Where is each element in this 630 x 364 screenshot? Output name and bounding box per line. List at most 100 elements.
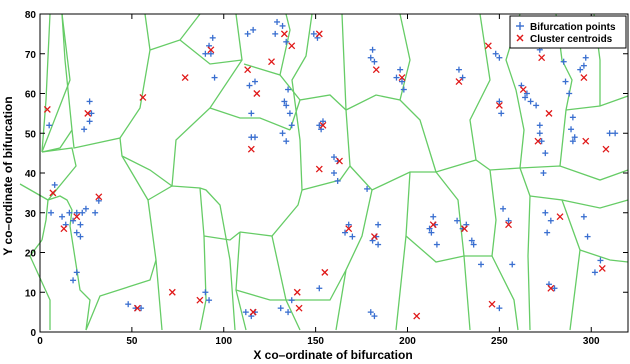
cluster-centroid bbox=[461, 225, 468, 233]
bifurcation-point bbox=[316, 122, 323, 129]
cluster-centroid bbox=[580, 74, 588, 82]
voronoi-edge bbox=[235, 289, 286, 301]
voronoi-edge bbox=[405, 235, 519, 331]
bifurcation-point bbox=[375, 241, 382, 248]
bifurcation-point bbox=[547, 217, 554, 224]
voronoi-edge bbox=[519, 167, 531, 331]
cluster-centroid bbox=[244, 66, 252, 74]
voronoi-edge bbox=[239, 13, 313, 237]
cluster-centroid bbox=[73, 213, 81, 221]
bifurcation-point bbox=[70, 277, 77, 284]
bifurcation-point bbox=[580, 213, 587, 220]
cluster-centroid bbox=[582, 137, 590, 145]
cluster-centroid bbox=[268, 58, 275, 66]
bifurcation-point bbox=[73, 229, 80, 236]
bifurcation-point bbox=[606, 130, 613, 137]
bifurcation-point bbox=[88, 110, 95, 117]
bifurcation-point bbox=[533, 102, 540, 109]
bifurcation-point bbox=[82, 205, 89, 212]
bifurcation-point bbox=[496, 54, 503, 61]
voronoi-edge bbox=[41, 129, 73, 153]
y-tick-label: 20 bbox=[25, 249, 37, 260]
bifurcation-point bbox=[70, 217, 77, 224]
bifurcation-point bbox=[428, 229, 435, 236]
bifurcation-point bbox=[612, 130, 619, 137]
x-tick-label: 200 bbox=[399, 336, 416, 347]
voronoi-edge bbox=[561, 199, 629, 209]
legend-marker-cluster-centroids bbox=[516, 34, 524, 42]
x-tick-label: 250 bbox=[491, 336, 508, 347]
bifurcation-point bbox=[207, 50, 214, 57]
bifurcation-point bbox=[316, 285, 323, 292]
bifurcation-point bbox=[251, 134, 258, 141]
bifurcation-point bbox=[51, 181, 58, 188]
voronoi-edge bbox=[286, 269, 347, 301]
voronoi-edge bbox=[41, 13, 71, 153]
bifurcation-point bbox=[319, 118, 326, 125]
bifurcation-point bbox=[500, 205, 507, 212]
bifurcation-point bbox=[206, 297, 213, 304]
bifurcation-point bbox=[369, 46, 376, 53]
bifurcation-point bbox=[272, 30, 279, 37]
bifurcation-point bbox=[48, 209, 55, 216]
bifurcation-point bbox=[79, 209, 86, 216]
bifurcation-point bbox=[285, 309, 292, 316]
bifurcation-point bbox=[527, 98, 534, 105]
cluster-centroid bbox=[455, 78, 463, 86]
voronoi-edge bbox=[199, 187, 207, 331]
bifurcation-point bbox=[523, 90, 530, 97]
y-tick-label: 70 bbox=[25, 50, 37, 61]
bifurcation-point bbox=[288, 297, 295, 304]
bifurcation-point bbox=[496, 98, 503, 105]
voronoi-edge bbox=[469, 13, 491, 161]
x-tick-label: 150 bbox=[307, 336, 324, 347]
cluster-centroid bbox=[598, 264, 606, 272]
y-axis-title: Y co–ordinate of bifurcation bbox=[1, 96, 15, 255]
voronoi-edge bbox=[345, 94, 437, 173]
bifurcation-point bbox=[288, 122, 295, 129]
cluster-centroid bbox=[488, 300, 496, 308]
bifurcation-point bbox=[371, 313, 378, 320]
cluster-centroid bbox=[372, 66, 380, 74]
cluster-centroid bbox=[247, 145, 255, 153]
legend-box bbox=[509, 15, 627, 49]
bifurcation-point bbox=[211, 74, 218, 81]
legend: Bifurcation points Cluster centroids bbox=[509, 15, 627, 49]
bifurcation-point bbox=[283, 138, 290, 145]
cluster-centroid bbox=[321, 268, 329, 276]
cluster-centroid bbox=[60, 225, 68, 233]
bifurcation-point bbox=[349, 233, 356, 240]
bifurcation-point bbox=[551, 285, 558, 292]
cluster-centroid bbox=[534, 137, 542, 145]
bifurcation-point bbox=[536, 122, 543, 129]
bifurcation-point bbox=[560, 58, 567, 65]
bifurcation-point bbox=[505, 217, 512, 224]
bifurcation-point bbox=[426, 225, 433, 232]
voronoi-edge bbox=[203, 231, 241, 241]
cluster-centroid bbox=[280, 30, 288, 38]
bifurcation-point bbox=[73, 269, 80, 276]
voronoi-edge bbox=[85, 259, 157, 331]
cluster-centroid bbox=[207, 46, 215, 54]
cluster-centroid bbox=[319, 121, 327, 129]
x-tick-label: 0 bbox=[37, 336, 43, 347]
bifurcation-point bbox=[77, 233, 84, 240]
cluster-centroid bbox=[315, 165, 323, 173]
bifurcation-point bbox=[345, 221, 352, 228]
bifurcation-point bbox=[279, 130, 286, 137]
bifurcation-point bbox=[584, 233, 591, 240]
cluster-centroid bbox=[249, 308, 257, 316]
bifurcation-point bbox=[81, 126, 88, 133]
bifurcation-point bbox=[542, 209, 549, 216]
legend-label-cluster-centroids: Cluster centroids bbox=[530, 34, 613, 45]
legend-label-bifurcation-points: Bifurcation points bbox=[530, 22, 616, 33]
bifurcation-point bbox=[562, 78, 569, 85]
bifurcation-point bbox=[277, 305, 284, 312]
axes: 0 50 100 150 200 250 300 0 10 20 30 40 50 60 70 80 bbox=[25, 10, 629, 347]
voronoi-edge bbox=[41, 13, 51, 153]
y-tick-label: 80 bbox=[25, 10, 37, 21]
legend-marker-bifurcation-points bbox=[516, 22, 524, 30]
bifurcation-point bbox=[202, 50, 209, 57]
voronoi-edge bbox=[235, 231, 247, 331]
y-tick-label: 60 bbox=[25, 90, 37, 101]
